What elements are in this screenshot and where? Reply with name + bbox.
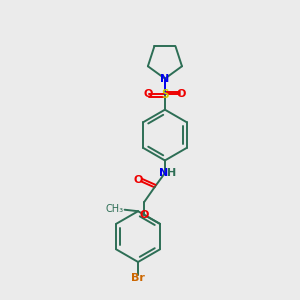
Text: N: N [160,74,170,84]
Text: N: N [159,168,168,178]
Text: O: O [177,89,186,99]
Text: CH₃: CH₃ [105,204,123,214]
Text: S: S [161,88,169,101]
Text: O: O [134,175,143,184]
Text: O: O [139,210,149,220]
Text: H: H [167,168,176,178]
Text: Br: Br [131,273,145,283]
Text: O: O [143,89,153,99]
